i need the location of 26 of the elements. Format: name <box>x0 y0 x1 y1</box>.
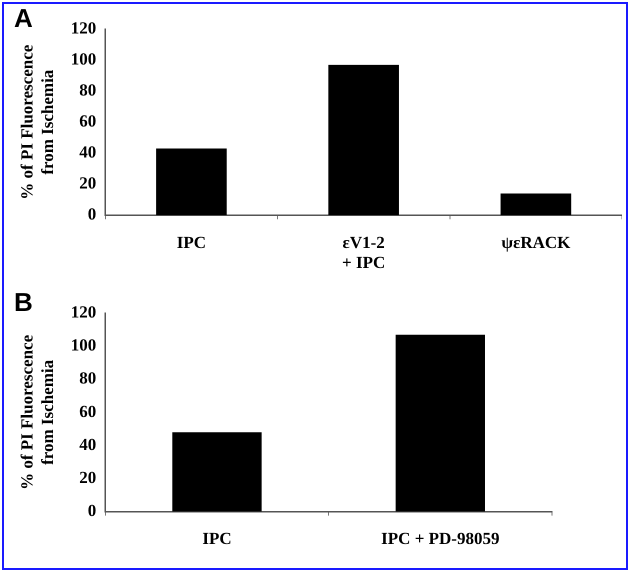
x-tick-label: IPC <box>202 529 232 548</box>
y-tick-label: 80 <box>79 368 96 388</box>
y-tick-label: 100 <box>70 50 96 69</box>
x-tick-label: εV1-2 + IPC <box>342 232 386 272</box>
x-tick-label: ψεRACK <box>501 232 572 252</box>
y-tick-label: 40 <box>79 434 96 454</box>
bar <box>328 64 399 216</box>
chart-title: B <box>14 286 33 317</box>
y-tick-label: 80 <box>79 80 96 100</box>
bar <box>500 194 572 216</box>
y-tick-label: 60 <box>79 112 96 131</box>
chart-title: A <box>14 2 33 33</box>
y-tick-label: 0 <box>88 500 96 520</box>
y-tick-label: 20 <box>79 468 96 487</box>
y-tick-label: 0 <box>88 204 96 224</box>
y-tick-label: 20 <box>79 174 96 193</box>
bar <box>156 148 227 216</box>
y-tick-label: 100 <box>70 336 96 355</box>
y-axis-title: % of PI Fluorescence from Ischemia <box>18 44 57 200</box>
y-tick-label: 120 <box>70 18 96 38</box>
y-tick-label: 60 <box>79 402 96 421</box>
y-tick-label: 120 <box>70 302 96 322</box>
y-tick-label: 40 <box>79 142 96 162</box>
y-axis-title: % of PI Fluorescence from Ischemia <box>18 334 57 490</box>
x-tick-label: IPC <box>176 232 206 252</box>
x-tick-label: IPC + PD-98059 <box>381 529 500 548</box>
